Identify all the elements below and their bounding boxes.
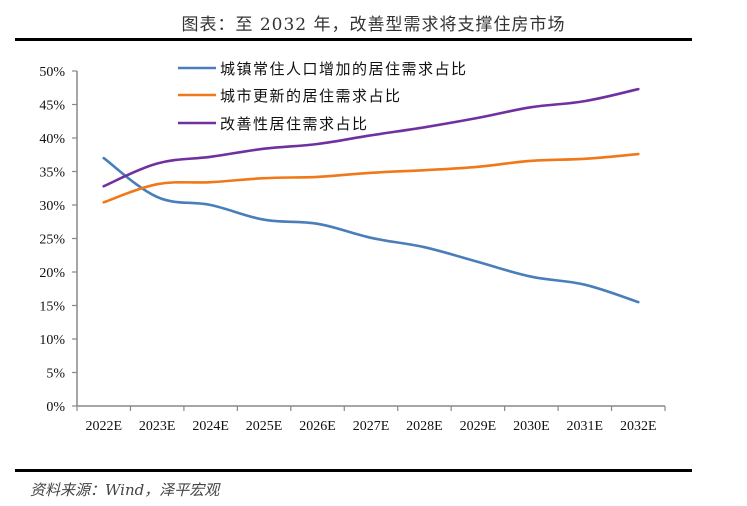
x-tick-label: 2024E xyxy=(192,419,229,434)
x-tick-label: 2028E xyxy=(406,419,443,434)
series-line-0 xyxy=(102,156,640,304)
series-line-2 xyxy=(102,87,640,188)
y-tick-label: 5% xyxy=(46,367,65,382)
source-note: 资料来源：Wind，泽平宏观 xyxy=(30,481,220,499)
x-tick-label: 2032E xyxy=(620,419,657,434)
chart-title: 图表：至 2032 年，改善型需求将支撑住房市场 xyxy=(181,15,566,35)
y-tick-label: 45% xyxy=(39,99,65,114)
legend-label-2: 改善性居住需求占比 xyxy=(220,115,369,133)
series-line-1 xyxy=(102,152,640,204)
x-tick-label: 2025E xyxy=(246,419,283,434)
y-tick-label: 30% xyxy=(39,199,65,214)
x-tick-label: 2023E xyxy=(139,419,176,434)
x-tick-label: 2029E xyxy=(460,419,497,434)
y-tick-label: 10% xyxy=(39,333,65,348)
x-tick-label: 2031E xyxy=(567,419,604,434)
y-tick-label: 35% xyxy=(39,166,65,181)
legend-label-0: 城镇常住人口增加的居住需求占比 xyxy=(220,60,468,78)
y-tick-label: 40% xyxy=(39,132,65,147)
bottom-rule xyxy=(15,469,692,472)
y-tick-label: 25% xyxy=(39,233,65,248)
x-tick-label: 2022E xyxy=(85,419,122,434)
x-tick-label: 2026E xyxy=(299,419,336,434)
series-lines xyxy=(102,87,640,304)
legend-label-1: 城市更新的居住需求占比 xyxy=(220,87,402,105)
top-rule xyxy=(15,38,692,41)
y-tick-label: 50% xyxy=(39,65,65,80)
y-tick-label: 20% xyxy=(39,266,65,281)
y-tick-label: 15% xyxy=(39,300,65,315)
y-tick-label: 0% xyxy=(46,400,65,415)
axes: 0% 5% 10% 15% 20% 25% 30% 35% 40% 45% 50% 2022E 2023… xyxy=(39,65,666,434)
x-tick-label: 2030E xyxy=(513,419,550,434)
x-tick-label: 2027E xyxy=(353,419,390,434)
